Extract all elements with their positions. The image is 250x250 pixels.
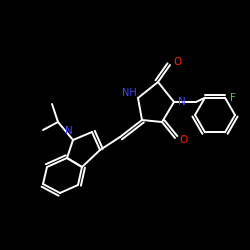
Text: O: O (179, 135, 187, 145)
Text: O: O (173, 57, 181, 67)
Text: N: N (178, 97, 186, 107)
Text: NH: NH (122, 88, 136, 98)
Text: N: N (65, 126, 73, 136)
Text: F: F (230, 93, 236, 103)
